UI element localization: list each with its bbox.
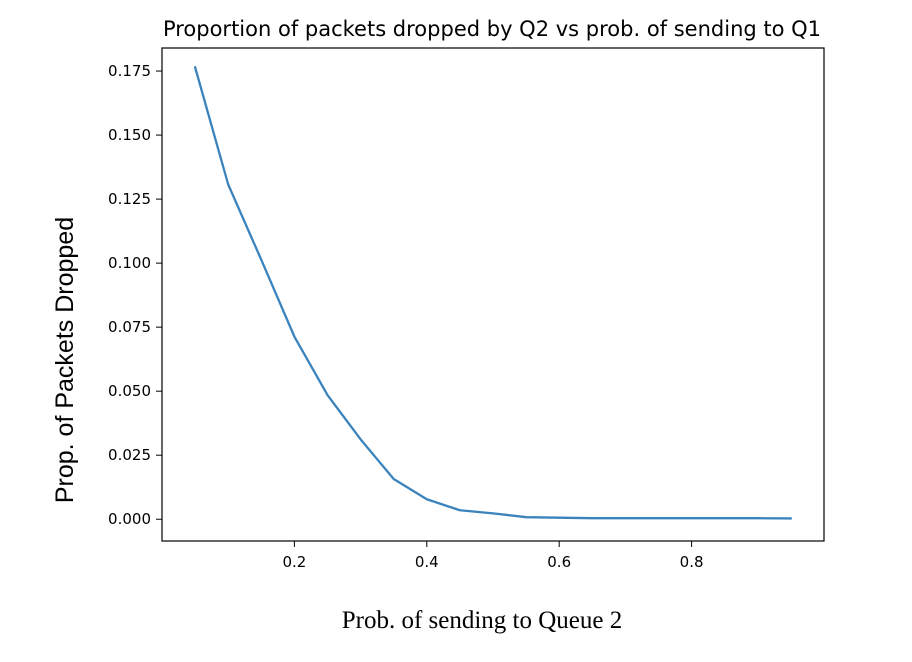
x-tick-label: 0.8 (680, 553, 704, 571)
chart-title: Proportion of packets dropped by Q2 vs p… (163, 17, 821, 41)
x-tick-label: 0.4 (415, 553, 439, 571)
y-tick-label: 0.125 (108, 190, 151, 208)
y-tick-label: 0.150 (108, 126, 151, 144)
y-tick-label: 0.000 (108, 510, 151, 528)
y-tick-label: 0.050 (108, 382, 151, 400)
y-tick-label: 0.100 (108, 254, 151, 272)
y-tick-label: 0.175 (108, 62, 151, 80)
y-axis: 0.000 0.025 0.050 0.075 0.100 0.125 0.150 0.175 (108, 62, 162, 528)
x-axis: 0.2 0.4 0.6 0.8 (282, 541, 704, 571)
plot-area-frame (161, 47, 825, 542)
x-axis-label: Prob. of sending to Queue 2 (342, 607, 623, 634)
y-tick-label: 0.075 (108, 318, 151, 336)
x-tick-label: 0.6 (547, 553, 571, 571)
y-axis-label: Prop. of Packets Dropped (51, 217, 79, 503)
series-line (193, 66, 793, 520)
x-tick-label: 0.2 (282, 553, 306, 571)
y-tick-label: 0.025 (108, 446, 151, 464)
